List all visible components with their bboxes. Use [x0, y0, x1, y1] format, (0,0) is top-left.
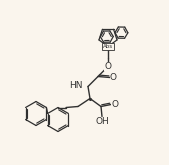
Text: Abs: Abs — [103, 44, 113, 49]
Text: O: O — [110, 73, 117, 82]
Text: OH: OH — [95, 117, 109, 126]
Text: O: O — [111, 100, 118, 109]
Text: HN: HN — [69, 81, 83, 90]
Text: O: O — [104, 62, 112, 71]
